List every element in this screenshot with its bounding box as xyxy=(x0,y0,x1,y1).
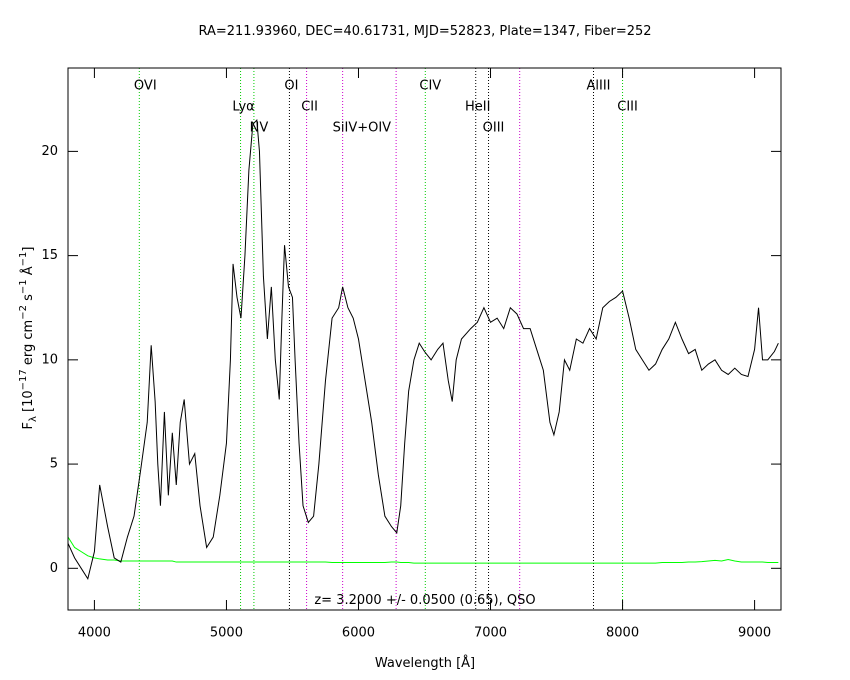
y-tick-label: 0 xyxy=(50,561,58,576)
y-label-part: Å xyxy=(20,266,36,279)
spectrum-line xyxy=(67,118,779,580)
x-tick-label: 6000 xyxy=(342,626,375,641)
y-label-part: erg cm xyxy=(21,320,36,369)
line-label: SiIV+OIV xyxy=(333,121,392,136)
x-tick-label: 5000 xyxy=(210,626,243,641)
y-label-part: −1 xyxy=(18,279,29,294)
line-label: OI xyxy=(284,79,298,94)
y-tick-label: 10 xyxy=(41,352,58,367)
y-tick-label: 15 xyxy=(41,248,58,263)
plot-frame xyxy=(67,67,782,611)
line-label: Lyα xyxy=(232,100,254,115)
y-label-part: s xyxy=(21,294,36,305)
line-label: HeII xyxy=(465,100,490,115)
line-label: NV xyxy=(250,121,269,136)
line-label: AlIII xyxy=(586,79,610,94)
x-tick-label: 4000 xyxy=(78,626,111,641)
y-tick-label: 5 xyxy=(50,457,58,472)
y-label-part: −2 xyxy=(18,305,29,320)
y-label-part: F xyxy=(21,422,36,429)
annotation: z= 3.2000 +/- 0.0500 (0.65), QSO xyxy=(314,593,535,608)
spectrum-line xyxy=(67,536,779,564)
x-axis-label: Wavelength [Å] xyxy=(375,655,475,671)
line-label: CII xyxy=(301,100,318,115)
y-label-part: λ xyxy=(28,416,39,422)
line-label: OVI xyxy=(134,79,157,94)
line-label: CIV xyxy=(419,79,441,94)
y-label-part: ] xyxy=(21,247,36,252)
line-label: CIII xyxy=(617,100,638,115)
y-label-part: [10 xyxy=(21,390,36,416)
y-tick-label: 20 xyxy=(41,144,58,159)
x-tick-label: 7000 xyxy=(474,626,507,641)
y-label-part: −17 xyxy=(18,369,29,390)
line-label: OIII xyxy=(483,121,505,136)
x-tick-label: 8000 xyxy=(606,626,639,641)
chart-title: RA=211.93960, DEC=40.61731, MJD=52823, P… xyxy=(198,24,651,39)
x-tick-label: 9000 xyxy=(738,626,771,641)
y-label-part: −1 xyxy=(18,252,29,267)
y-axis-label: Fλ [10−17 erg cm−2 s−1 Å−1] xyxy=(18,247,39,430)
